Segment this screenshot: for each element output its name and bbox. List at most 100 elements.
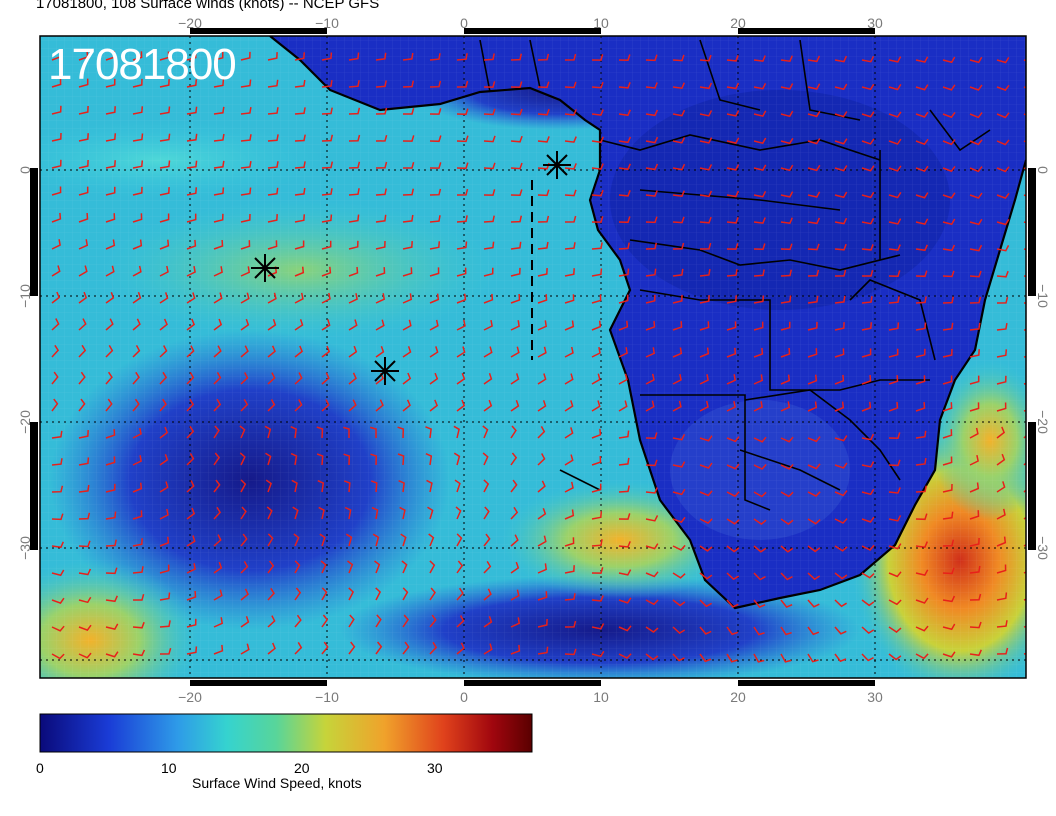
- wind-barb: [888, 138, 902, 145]
- wind-barb: [51, 291, 61, 304]
- wind-barb: [427, 506, 434, 520]
- wind-barb: [78, 430, 89, 439]
- wind-barb: [186, 535, 196, 547]
- wind-barb: [294, 240, 305, 250]
- wind-barb: [726, 599, 739, 608]
- wind-barb: [726, 463, 740, 470]
- wind-barb: [996, 647, 1009, 655]
- lat-label: −20: [17, 410, 33, 434]
- wind-barb: [398, 480, 405, 493]
- wind-barb: [510, 108, 523, 116]
- wind-barb: [213, 644, 224, 655]
- wind-barb: [429, 80, 442, 88]
- wind-barb: [564, 136, 577, 143]
- wind-barb: [132, 160, 144, 169]
- wind-barb: [483, 399, 493, 412]
- wind-barb: [483, 643, 493, 655]
- wind-barb: [186, 187, 198, 196]
- wind-barb: [915, 348, 926, 358]
- wind-barb: [159, 620, 171, 628]
- wind-barb: [159, 647, 172, 655]
- wind-barb: [537, 241, 549, 250]
- wind-barb: [482, 452, 489, 466]
- wind-barb: [159, 133, 171, 142]
- coastline: [269, 36, 1026, 610]
- wind-barb: [186, 345, 195, 358]
- wind-barb: [699, 82, 713, 90]
- wind-barb: [375, 107, 388, 115]
- wind-speed-field: [40, 36, 1026, 678]
- wind-barb: [429, 267, 440, 277]
- wind-barb: [861, 626, 875, 635]
- wind-barb: [699, 545, 713, 552]
- wind-barb: [78, 344, 87, 358]
- wind-barb: [267, 134, 279, 142]
- wind-barb: [888, 543, 902, 550]
- wind-barb: [159, 453, 169, 466]
- wind-barb: [645, 294, 656, 304]
- wind-barb: [942, 375, 953, 385]
- wind-barb: [699, 374, 709, 385]
- wind-barb: [510, 644, 521, 655]
- wind-barb: [591, 268, 603, 277]
- wind-barb: [51, 371, 59, 385]
- wind-barb: [699, 626, 712, 635]
- wind-barb: [510, 534, 519, 547]
- wind-barb: [645, 543, 659, 550]
- wind-barb: [537, 646, 549, 655]
- wind-barb: [294, 292, 304, 304]
- wind-barb: [240, 160, 252, 169]
- wind-barb: [888, 653, 902, 661]
- wind-barb: [159, 292, 169, 304]
- wind-barb: [996, 402, 1007, 412]
- wind-barb: [645, 136, 659, 144]
- wind-barb: [753, 321, 764, 331]
- wind-barb: [834, 599, 847, 608]
- lon-label: 30: [867, 689, 883, 705]
- wind-barb: [645, 163, 659, 171]
- wind-barb: [780, 518, 794, 526]
- wind-barb: [591, 373, 601, 385]
- wind-barb: [618, 569, 632, 576]
- wind-barb: [105, 567, 118, 575]
- wind-barb: [429, 346, 439, 358]
- wind-barb: [564, 81, 577, 89]
- wind-barb: [370, 453, 378, 466]
- wind-barb: [375, 80, 387, 88]
- border-marks: [30, 28, 1036, 686]
- wind-barb: [159, 481, 169, 493]
- wind-barb: [888, 84, 902, 91]
- wind-barb: [969, 482, 980, 493]
- wind-barb: [780, 137, 794, 145]
- wind-barb: [483, 588, 492, 601]
- timestamp-overlay: 17081800: [48, 40, 237, 89]
- wind-barb: [321, 587, 328, 601]
- wind-barb: [591, 650, 605, 658]
- wind-barb: [402, 80, 415, 88]
- wind-barb: [186, 106, 198, 115]
- wind-barb: [375, 641, 383, 655]
- wind-barb: [969, 649, 982, 657]
- wind-barb: [780, 401, 791, 412]
- wind-barb: [915, 513, 928, 521]
- wind-barb: [861, 599, 875, 607]
- wind-barb: [483, 53, 495, 61]
- wind-barb: [429, 241, 441, 250]
- wind-barb: [862, 270, 874, 277]
- wind-barb: [105, 456, 116, 466]
- wind-barb: [348, 161, 361, 169]
- wind-barb: [213, 506, 222, 520]
- wind-barb: [375, 161, 388, 169]
- wind-barb: [132, 213, 143, 223]
- wind-barb: [807, 217, 821, 225]
- wind-barb: [645, 82, 658, 89]
- wind-barb: [699, 347, 710, 358]
- wind-barb: [726, 217, 739, 224]
- wind-barb: [942, 402, 953, 412]
- wind-barb: [240, 106, 252, 115]
- wind-barb: [105, 265, 115, 277]
- wind-barb: [699, 268, 711, 277]
- wind-barb: [834, 374, 845, 385]
- wind-barb: [672, 544, 686, 551]
- wind-barb: [834, 243, 847, 251]
